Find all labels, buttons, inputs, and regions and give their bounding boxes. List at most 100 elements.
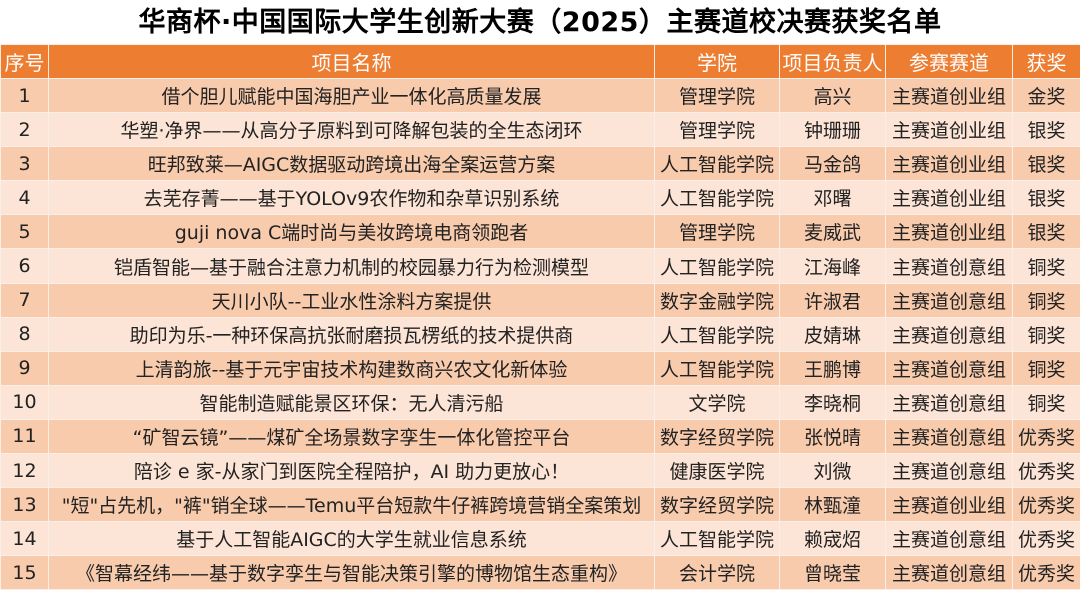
cell-college[interactable]: 会计学院 (654, 555, 780, 591)
cell-project[interactable]: 基于人工智能AIGC的大学生就业信息系统 (48, 521, 655, 557)
cell-award[interactable]: 铜奖 (1012, 316, 1080, 352)
cell-award[interactable]: 优秀奖 (1012, 453, 1080, 489)
cell-project[interactable]: 助印为乐-一种环保高抗张耐磨损瓦楞纸的技术提供商 (48, 316, 655, 352)
cell-leader[interactable]: 李晓桐 (779, 384, 886, 420)
cell-award[interactable]: 铜奖 (1012, 384, 1080, 420)
cell-leader[interactable]: 钟珊珊 (779, 112, 886, 148)
cell-project[interactable]: “矿智云镜”——煤矿全场景数字孪生一体化管控平台 (48, 418, 655, 455)
cell-award[interactable]: 铜奖 (1012, 248, 1080, 284)
cell-award[interactable]: 银奖 (1012, 180, 1080, 216)
cell-college[interactable]: 人工智能学院 (654, 146, 780, 182)
cell-award[interactable]: 银奖 (1012, 214, 1080, 250)
cell-project[interactable]: 陪诊 e 家-从家门到医院全程陪护，AI 助力更放心！ (48, 453, 655, 489)
header-leader[interactable]: 项目负责人 (779, 44, 886, 79)
cell-leader[interactable]: 邓曙 (779, 180, 886, 216)
cell-project[interactable]: "短"占先机，"裤"销全球——Temu平台短款牛仔裤跨境营销全案策划 (48, 487, 655, 523)
cell-project[interactable]: 天川小队--工业水性涂料方案提供 (48, 282, 655, 318)
cell-award[interactable]: 优秀奖 (1012, 521, 1080, 557)
header-college[interactable]: 学院 (654, 44, 780, 79)
cell-index[interactable]: 4 (0, 180, 49, 216)
cell-award[interactable]: 优秀奖 (1012, 555, 1080, 591)
cell-project[interactable]: 旺邦致莱—AIGC数据驱动跨境出海全案运营方案 (48, 146, 655, 182)
cell-college[interactable]: 健康医学院 (654, 453, 780, 489)
header-project[interactable]: 项目名称 (48, 44, 655, 79)
sheet-title: 华商杯·中国国际大学生创新大赛（2025）主赛道校决赛获奖名单 (0, 0, 1080, 44)
cell-leader[interactable]: 麦威武 (779, 214, 886, 250)
cell-index[interactable]: 15 (0, 555, 49, 591)
cell-index[interactable]: 11 (0, 418, 49, 455)
cell-index[interactable]: 7 (0, 282, 49, 318)
cell-leader[interactable]: 刘微 (779, 453, 886, 489)
cell-track[interactable]: 主赛道创业组 (885, 214, 1013, 250)
cell-award[interactable]: 铜奖 (1012, 282, 1080, 318)
cell-index[interactable]: 13 (0, 487, 49, 523)
cell-track[interactable]: 主赛道创意组 (885, 418, 1013, 455)
cell-track[interactable]: 主赛道创意组 (885, 453, 1013, 489)
cell-track[interactable]: 主赛道创业组 (885, 487, 1013, 523)
cell-college[interactable]: 数字金融学院 (654, 282, 780, 318)
cell-track[interactable]: 主赛道创业组 (885, 146, 1013, 182)
cell-track[interactable]: 主赛道创意组 (885, 384, 1013, 420)
cell-leader[interactable]: 曾晓莹 (779, 555, 886, 591)
cell-leader[interactable]: 马金鸽 (779, 146, 886, 182)
cell-project[interactable]: 智能制造赋能景区环保：无人清污船 (48, 384, 655, 420)
cell-college[interactable]: 数字经贸学院 (654, 418, 780, 455)
cell-project[interactable]: guji nova C端时尚与美妆跨境电商领跑者 (48, 214, 655, 250)
cell-index[interactable]: 10 (0, 384, 49, 420)
cell-college[interactable]: 管理学院 (654, 214, 780, 250)
cell-index[interactable]: 1 (0, 77, 49, 114)
cell-index[interactable]: 12 (0, 453, 49, 489)
cell-leader[interactable]: 许淑君 (779, 282, 886, 318)
cell-award[interactable]: 优秀奖 (1012, 487, 1080, 523)
project-name-text: 铠盾智能—基于融合注意力机制的校园暴力行为检测模型 (113, 256, 589, 279)
cell-college[interactable]: 人工智能学院 (654, 521, 780, 557)
cell-index[interactable]: 2 (0, 112, 49, 148)
cell-project[interactable]: 华塑·净界——从高分子原料到可降解包装的全生态闭环 (48, 112, 655, 148)
cell-college[interactable]: 人工智能学院 (654, 350, 780, 386)
cell-leader[interactable]: 高兴 (779, 77, 886, 114)
cell-college[interactable]: 人工智能学院 (654, 248, 780, 284)
cell-award[interactable]: 优秀奖 (1012, 418, 1080, 455)
cell-track[interactable]: 主赛道创意组 (885, 521, 1013, 557)
cell-track[interactable]: 主赛道创业组 (885, 77, 1013, 114)
cell-track[interactable]: 主赛道创业组 (885, 180, 1013, 216)
cell-track[interactable]: 主赛道创意组 (885, 555, 1013, 591)
header-index[interactable]: 序号 (0, 44, 49, 79)
cell-index[interactable]: 9 (0, 350, 49, 386)
cell-project[interactable]: 上清韵旅--基于元宇宙技术构建数商兴农文化新体验 (48, 350, 655, 386)
cell-award[interactable]: 金奖 (1012, 77, 1080, 114)
cell-college[interactable]: 数字经贸学院 (654, 487, 780, 523)
cell-leader[interactable]: 赖宬炤 (779, 521, 886, 557)
cell-index[interactable]: 8 (0, 316, 49, 352)
cell-index[interactable]: 6 (0, 248, 49, 284)
cell-index[interactable]: 5 (0, 214, 49, 250)
cell-project[interactable]: 借个胆儿赋能中国海胆产业一体化高质量发展 (48, 77, 655, 114)
cell-leader[interactable]: 林甄潼 (779, 487, 886, 523)
cell-index[interactable]: 14 (0, 521, 49, 557)
cell-track[interactable]: 主赛道创意组 (885, 248, 1013, 284)
cell-track[interactable]: 主赛道创意组 (885, 316, 1013, 352)
cell-leader[interactable]: 江海峰 (779, 248, 886, 284)
cell-track[interactable]: 主赛道创意组 (885, 282, 1013, 318)
cell-track[interactable]: 主赛道创意组 (885, 350, 1013, 386)
cell-leader[interactable]: 王鹏博 (779, 350, 886, 386)
cell-leader[interactable]: 张悦晴 (779, 418, 886, 455)
cell-award[interactable]: 银奖 (1012, 146, 1080, 182)
table-row: 5 guji nova C端时尚与美妆跨境电商领跑者 管理学院 麦威武 主赛道创业组 银奖 (0, 214, 1080, 250)
cell-project[interactable]: 铠盾智能—基于融合注意力机制的校园暴力行为检测模型 (48, 248, 655, 284)
table-row: 13 "短"占先机，"裤"销全球——Temu平台短款牛仔裤跨境营销全案策划 数字经贸… (0, 487, 1080, 523)
cell-college[interactable]: 人工智能学院 (654, 316, 780, 352)
cell-leader[interactable]: 皮婧琳 (779, 316, 886, 352)
cell-project[interactable]: 《智幕经纬——基于数字孪生与智能决策引擎的博物馆生态重构》 (48, 555, 655, 591)
cell-award[interactable]: 铜奖 (1012, 350, 1080, 386)
header-track[interactable]: 参赛赛道 (885, 44, 1013, 79)
header-award[interactable]: 获奖 (1012, 44, 1080, 79)
cell-college[interactable]: 管理学院 (654, 112, 780, 148)
cell-project[interactable]: 去芜存菁——基于YOLOv9农作物和杂草识别系统 (48, 180, 655, 216)
cell-track[interactable]: 主赛道创业组 (885, 112, 1013, 148)
cell-college[interactable]: 管理学院 (654, 77, 780, 114)
cell-college[interactable]: 人工智能学院 (654, 180, 780, 216)
cell-award[interactable]: 银奖 (1012, 112, 1080, 148)
cell-college[interactable]: 文学院 (654, 384, 780, 420)
cell-index[interactable]: 3 (0, 146, 49, 182)
